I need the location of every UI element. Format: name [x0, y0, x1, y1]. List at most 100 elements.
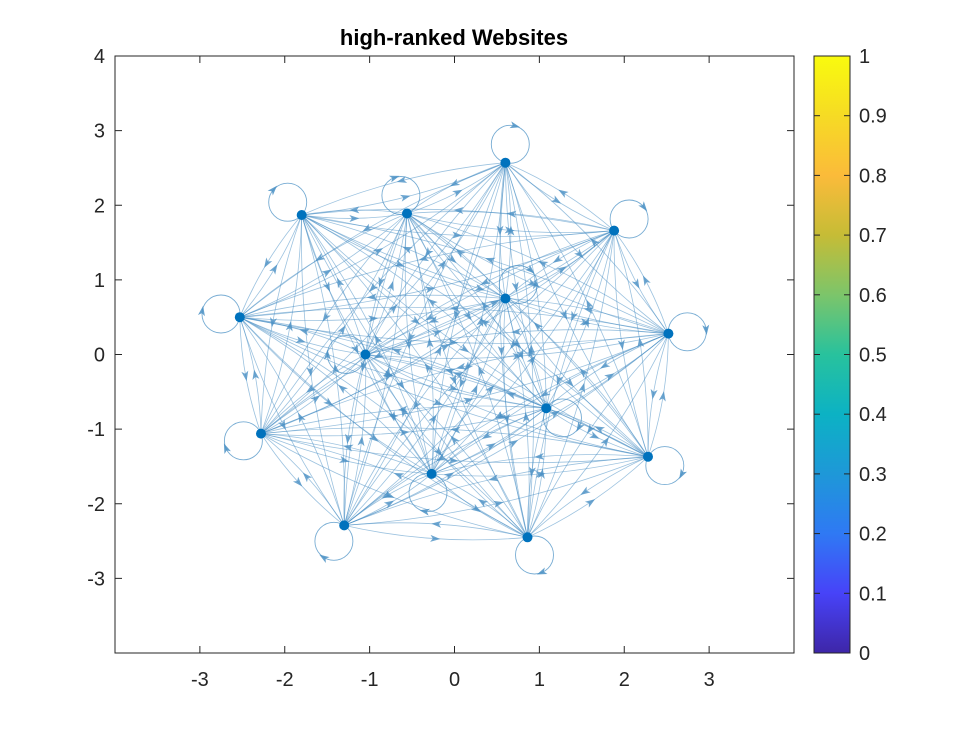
y-tick-label: -3 — [87, 568, 105, 590]
colorbar-tick-label: 0.6 — [859, 285, 887, 307]
self-loop — [314, 521, 354, 561]
edge-arrow — [528, 347, 536, 358]
edge-arrow — [488, 300, 500, 308]
self-loop-arrow — [223, 443, 231, 454]
edge-arrow — [535, 470, 546, 478]
edge-arrow — [431, 520, 442, 528]
edge-arrow — [448, 338, 459, 346]
edge-arrow — [496, 411, 508, 419]
edge-arrow — [349, 214, 360, 222]
graph-node — [500, 293, 511, 304]
edge-arrow — [402, 246, 413, 254]
graph-node — [402, 208, 412, 219]
edge-arrow — [448, 456, 459, 464]
y-tick-label: -1 — [87, 419, 105, 441]
edge-arrow — [383, 370, 395, 377]
colorbar-tick-label: 1 — [859, 46, 870, 68]
graph-node — [426, 468, 437, 479]
edge-arrow — [558, 189, 569, 198]
edge-arrow — [424, 286, 436, 294]
edge-arrow — [452, 189, 463, 198]
edge-arrow — [427, 298, 438, 308]
self-loop-arrow — [419, 508, 430, 516]
edge-arrow — [511, 281, 519, 293]
edge-arrow — [511, 328, 522, 336]
edge-arrow — [455, 248, 466, 259]
colorbar-ticks: 0 0.1 0.2 0.3 0.4 0.5 0.6 0.7 0.8 0.9 1 — [814, 46, 887, 665]
edge-arrow — [394, 259, 405, 267]
edge-arrow — [310, 395, 321, 405]
edge-arrow — [540, 388, 551, 397]
edge-arrow — [642, 275, 651, 286]
graph-node — [643, 451, 653, 462]
edge-arrow — [338, 384, 348, 394]
edge-arrow — [337, 325, 346, 336]
edge-arrow — [522, 412, 530, 423]
edge-arrow — [617, 339, 625, 350]
edge-arrow — [443, 472, 455, 481]
self-loop — [645, 446, 685, 486]
x-axis: -3 -2 -1 0 1 2 3 — [191, 56, 715, 691]
edge-arrow — [549, 410, 560, 419]
edge-arrow — [564, 377, 574, 388]
edge-arrow — [378, 276, 386, 288]
y-tick-label: 3 — [94, 121, 105, 143]
graph-node — [663, 328, 674, 339]
edge-arrow — [526, 355, 536, 366]
edge-arrow — [314, 252, 326, 262]
self-loop-arrow — [388, 175, 400, 183]
x-tick-label: 3 — [704, 669, 715, 691]
edge-arrow — [481, 430, 493, 439]
graph-node — [541, 403, 552, 414]
edge-arrow — [428, 315, 440, 323]
edge-arrow — [578, 382, 586, 394]
colorbar-tick-label: 0.2 — [859, 524, 887, 546]
edge-arrow — [497, 345, 505, 356]
edge-arrow — [516, 349, 524, 360]
edge-arrow — [600, 360, 611, 369]
edge-arrow — [580, 486, 591, 495]
edge-arrow — [449, 374, 457, 385]
colorbar-tick-label: 0 — [859, 643, 870, 665]
edge-arrow — [393, 472, 405, 480]
self-loop-arrow — [702, 324, 710, 335]
edge-arrow — [459, 377, 467, 388]
edge-arrow — [432, 398, 444, 405]
edge-arrow — [430, 534, 441, 542]
chart-title: high-ranked Websites — [340, 25, 568, 50]
edge-arrow — [306, 366, 314, 377]
edge-arrow — [396, 176, 408, 183]
edge-arrow — [357, 435, 365, 447]
edge-arrow — [453, 207, 464, 215]
self-loop-arrow — [198, 305, 205, 317]
edge-arrow — [447, 383, 459, 391]
x-tick-label: -2 — [276, 669, 294, 691]
edge-arrow — [511, 338, 522, 349]
colorbar-tick-label: 0.8 — [859, 165, 887, 187]
edge-arrow — [345, 433, 352, 445]
edge-arrow — [600, 436, 609, 448]
edge-arrow — [481, 301, 491, 312]
edge-arrow — [388, 304, 398, 314]
edge-arrow — [278, 419, 286, 430]
colorbar-tick-label: 0.1 — [859, 583, 887, 605]
colorbar-tick-label: 0.4 — [859, 404, 887, 426]
edge-arrow — [507, 439, 519, 449]
self-loop-arrow — [679, 468, 688, 479]
edge-arrow — [400, 407, 409, 418]
edges-layer — [198, 121, 710, 575]
edge-arrow — [399, 194, 411, 202]
colorbar-tick-label: 0.5 — [859, 345, 887, 367]
self-loop-arrow — [323, 349, 331, 360]
x-tick-label: 0 — [449, 669, 460, 691]
edge-arrow — [323, 397, 334, 407]
edge-arrow — [387, 280, 394, 292]
self-loop-arrow — [509, 121, 521, 129]
edge-arrow — [506, 210, 517, 218]
edge-arrow — [302, 472, 313, 483]
edge-arrow — [418, 254, 430, 262]
self-loop-arrow — [536, 567, 548, 575]
y-tick-label: 2 — [94, 195, 105, 217]
self-loop-arrow — [319, 554, 330, 563]
